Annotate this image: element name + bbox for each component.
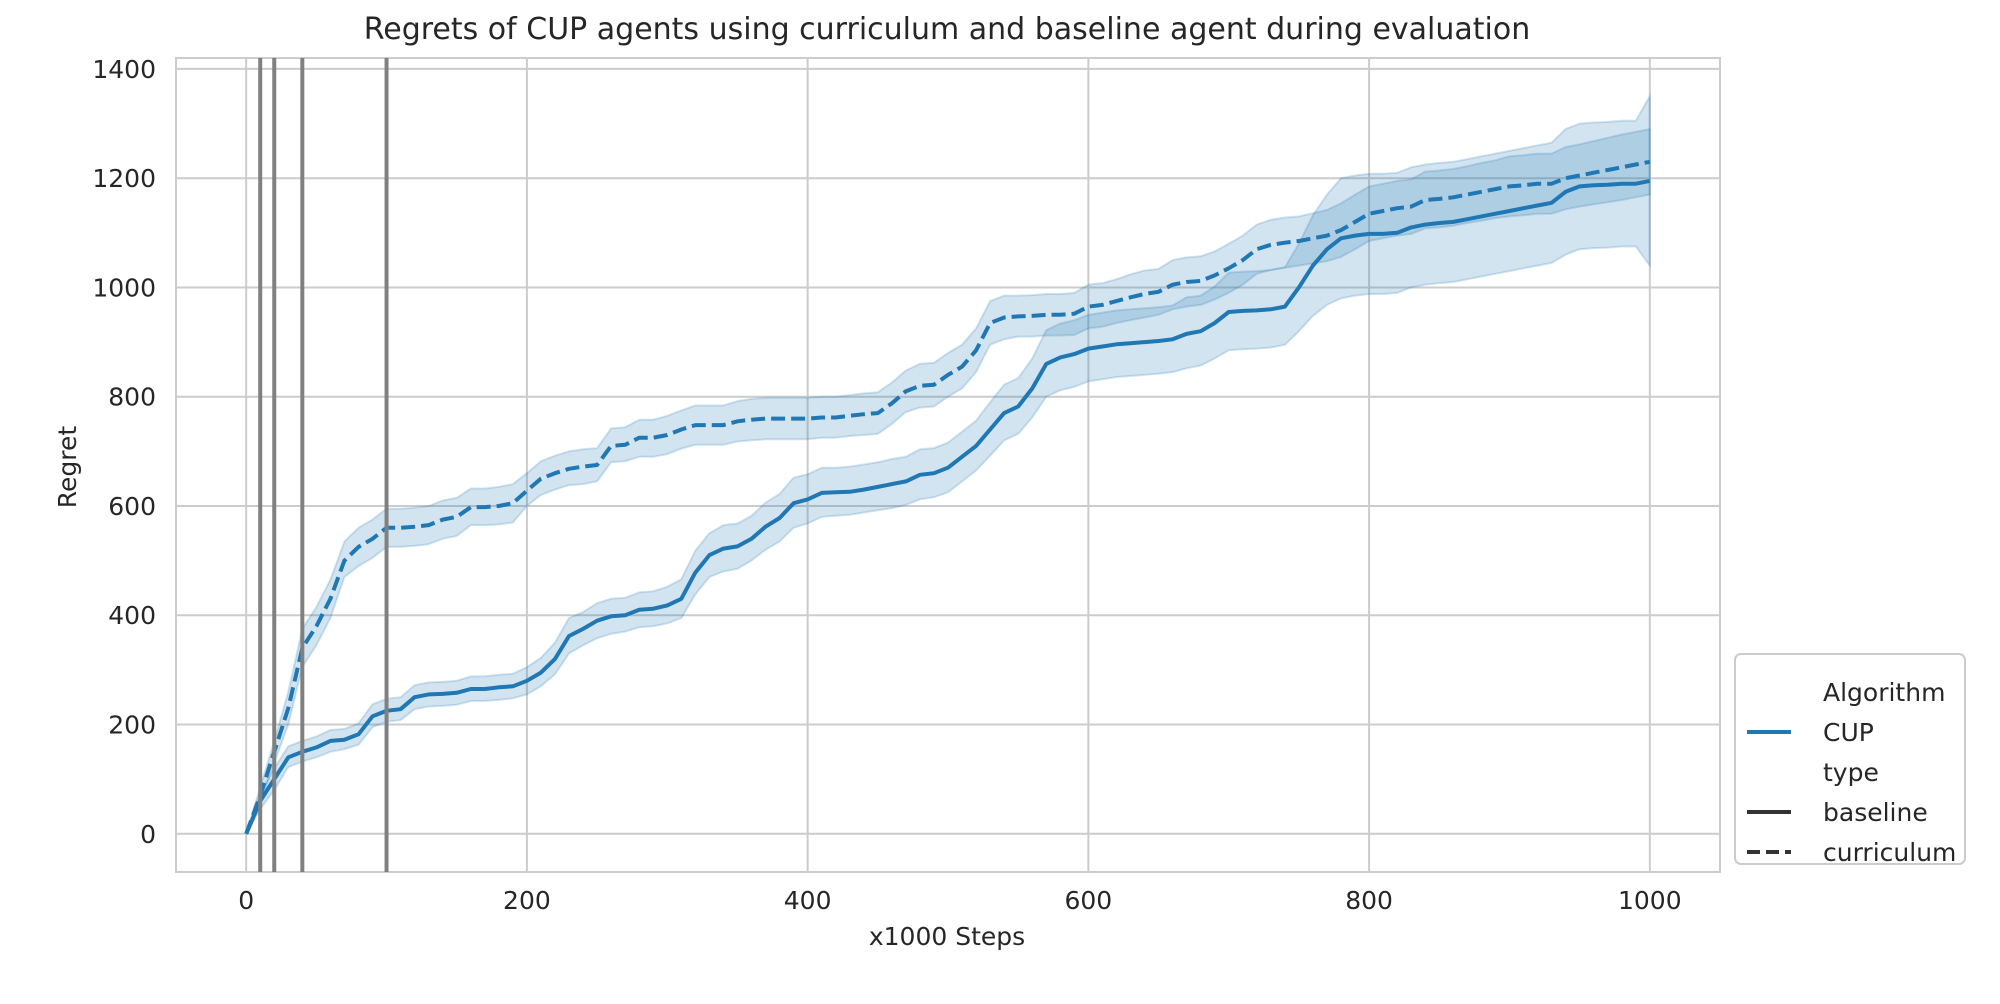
y-axis-label: Regret [53,426,82,509]
x-tick-label: 600 [1065,886,1113,915]
legend-header: type [1823,758,1879,787]
legend-box [1734,653,1966,865]
x-tick-label: 800 [1345,886,1393,915]
y-tick-label: 1400 [92,55,156,84]
legend: Algorithm CUP type baseline curriculum [1734,653,1966,867]
legend-label: curriculum [1823,838,1956,867]
y-tick-label: 800 [108,383,156,412]
y-tick-label: 200 [108,710,156,739]
x-axis-label: x1000 Steps [869,922,1025,951]
y-tick-label: 1200 [92,164,156,193]
series-line-baseline [244,178,1651,835]
series-line-curriculum [244,159,1651,835]
y-tick-label: 600 [108,492,156,521]
x-tick-label: 0 [238,886,254,915]
plot-frame [175,57,1721,873]
chart-title: Regrets of CUP agents using curriculum a… [364,12,1531,47]
legend-header: Algorithm [1823,678,1945,707]
plot-area: 0 200 400 600 800 1000 0 200 400 600 800 1000 1200 14… [92,55,1721,915]
x-tick-label: 1000 [1618,886,1682,915]
x-tick-label: 400 [784,886,832,915]
y-tick-label: 0 [140,820,156,849]
legend-label: baseline [1823,798,1928,827]
y-tick-label: 1000 [92,273,156,302]
y-tick-label: 400 [108,601,156,630]
x-tick-label: 200 [503,886,551,915]
legend-label: CUP [1823,718,1874,747]
